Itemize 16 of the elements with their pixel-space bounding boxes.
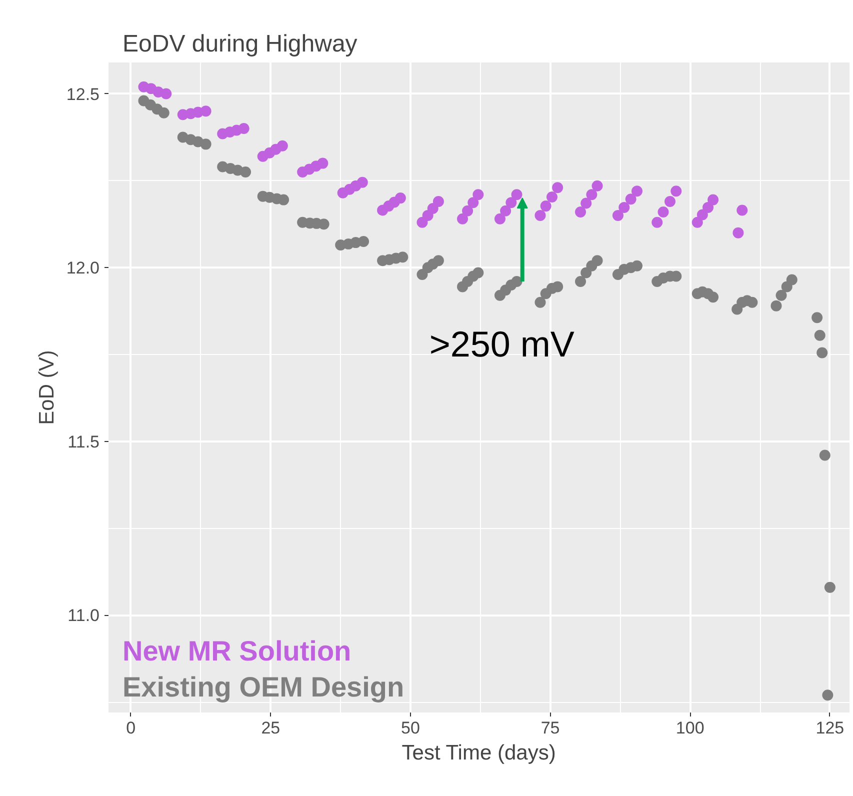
x-tick-label: 100 xyxy=(676,718,704,738)
x-tick-label: 0 xyxy=(126,718,136,738)
x-tick-label: 125 xyxy=(816,718,844,738)
x-tick-label: 25 xyxy=(261,718,280,738)
y-tick-label: 11.5 xyxy=(68,432,100,452)
text: New MR Solution xyxy=(122,636,352,666)
y-tick-label: 12.0 xyxy=(66,258,100,278)
chart-title: EoDV during Highway xyxy=(122,30,358,58)
x-tick-label: 50 xyxy=(401,718,420,738)
annotation: >250 mV xyxy=(429,323,574,364)
y-axis-title: EoD (V) xyxy=(35,350,58,425)
x-tick-label: 75 xyxy=(540,718,560,738)
y-tick-label: 12.5 xyxy=(66,84,100,104)
x-axis-title: Test Time (days) xyxy=(402,742,556,764)
text: Existing OEM Design xyxy=(122,672,404,702)
y-tick-label: 11.0 xyxy=(68,606,100,626)
